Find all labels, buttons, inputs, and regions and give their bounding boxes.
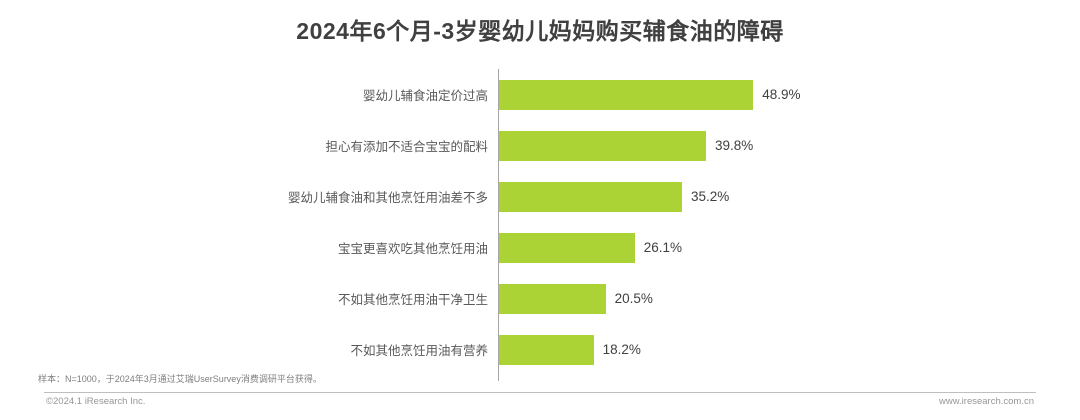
bar-track: 26.1% (499, 222, 1080, 273)
category-label: 婴幼儿辅食油和其他烹饪用油差不多 (287, 191, 488, 205)
bar-row: 宝宝更喜欢吃其他烹饪用油 26.1% (0, 222, 1080, 273)
value-label: 20.5% (614, 291, 653, 306)
bar-row: 不如其他烹饪用油干净卫生 20.5% (0, 273, 1080, 324)
category-label: 担心有添加不适合宝宝的配料 (325, 140, 488, 154)
value-label: 48.9% (762, 87, 801, 102)
category-label: 宝宝更喜欢吃其他烹饪用油 (337, 242, 488, 256)
bar (499, 334, 594, 365)
chart-axis-line (498, 69, 499, 381)
footer-divider (44, 392, 1036, 393)
category-label: 不如其他烹饪用油有营养 (350, 344, 488, 358)
bar-track: 18.2% (499, 324, 1080, 375)
value-label: 18.2% (602, 342, 641, 357)
bar (499, 181, 683, 212)
sample-footnote: 样本：N=1000，于2024年3月通过艾瑞UserSurvey消费调研平台获得… (38, 374, 322, 384)
website-text: www.iresearch.com.cn (938, 396, 1034, 407)
value-label: 26.1% (643, 240, 682, 255)
copyright-text: ©2024.1 iResearch Inc. (46, 396, 146, 407)
page-title: 2024年6个月-3岁婴幼儿妈妈购买辅食油的障碍 (296, 18, 784, 44)
bar-track: 20.5% (499, 273, 1080, 324)
bar-row: 担心有添加不适合宝宝的配料 39.8% (0, 120, 1080, 171)
bar (499, 232, 635, 263)
bar (499, 283, 606, 314)
bar (499, 79, 754, 110)
bar-track: 39.8% (499, 120, 1080, 171)
bar-track: 48.9% (499, 69, 1080, 120)
bar-row: 婴幼儿辅食油和其他烹饪用油差不多 35.2% (0, 171, 1080, 222)
category-label: 不如其他烹饪用油干净卫生 (337, 293, 488, 307)
value-label: 39.8% (714, 138, 754, 153)
category-label: 婴幼儿辅食油定价过高 (362, 89, 488, 103)
bar-row: 婴幼儿辅食油定价过高 48.9% (0, 69, 1080, 120)
bar-track: 35.2% (499, 171, 1080, 222)
bar (499, 130, 706, 161)
bar-row: 不如其他烹饪用油有营养 18.2% (0, 324, 1080, 375)
bar-chart: 婴幼儿辅食油定价过高 48.9% 担心有添加不适合宝宝的配料 39.8% 婴幼儿辅食油和… (0, 69, 1080, 375)
chart-rows: 婴幼儿辅食油定价过高 48.9% 担心有添加不适合宝宝的配料 39.8% 婴幼儿辅食油和… (0, 69, 1080, 375)
value-label: 35.2% (691, 189, 730, 204)
